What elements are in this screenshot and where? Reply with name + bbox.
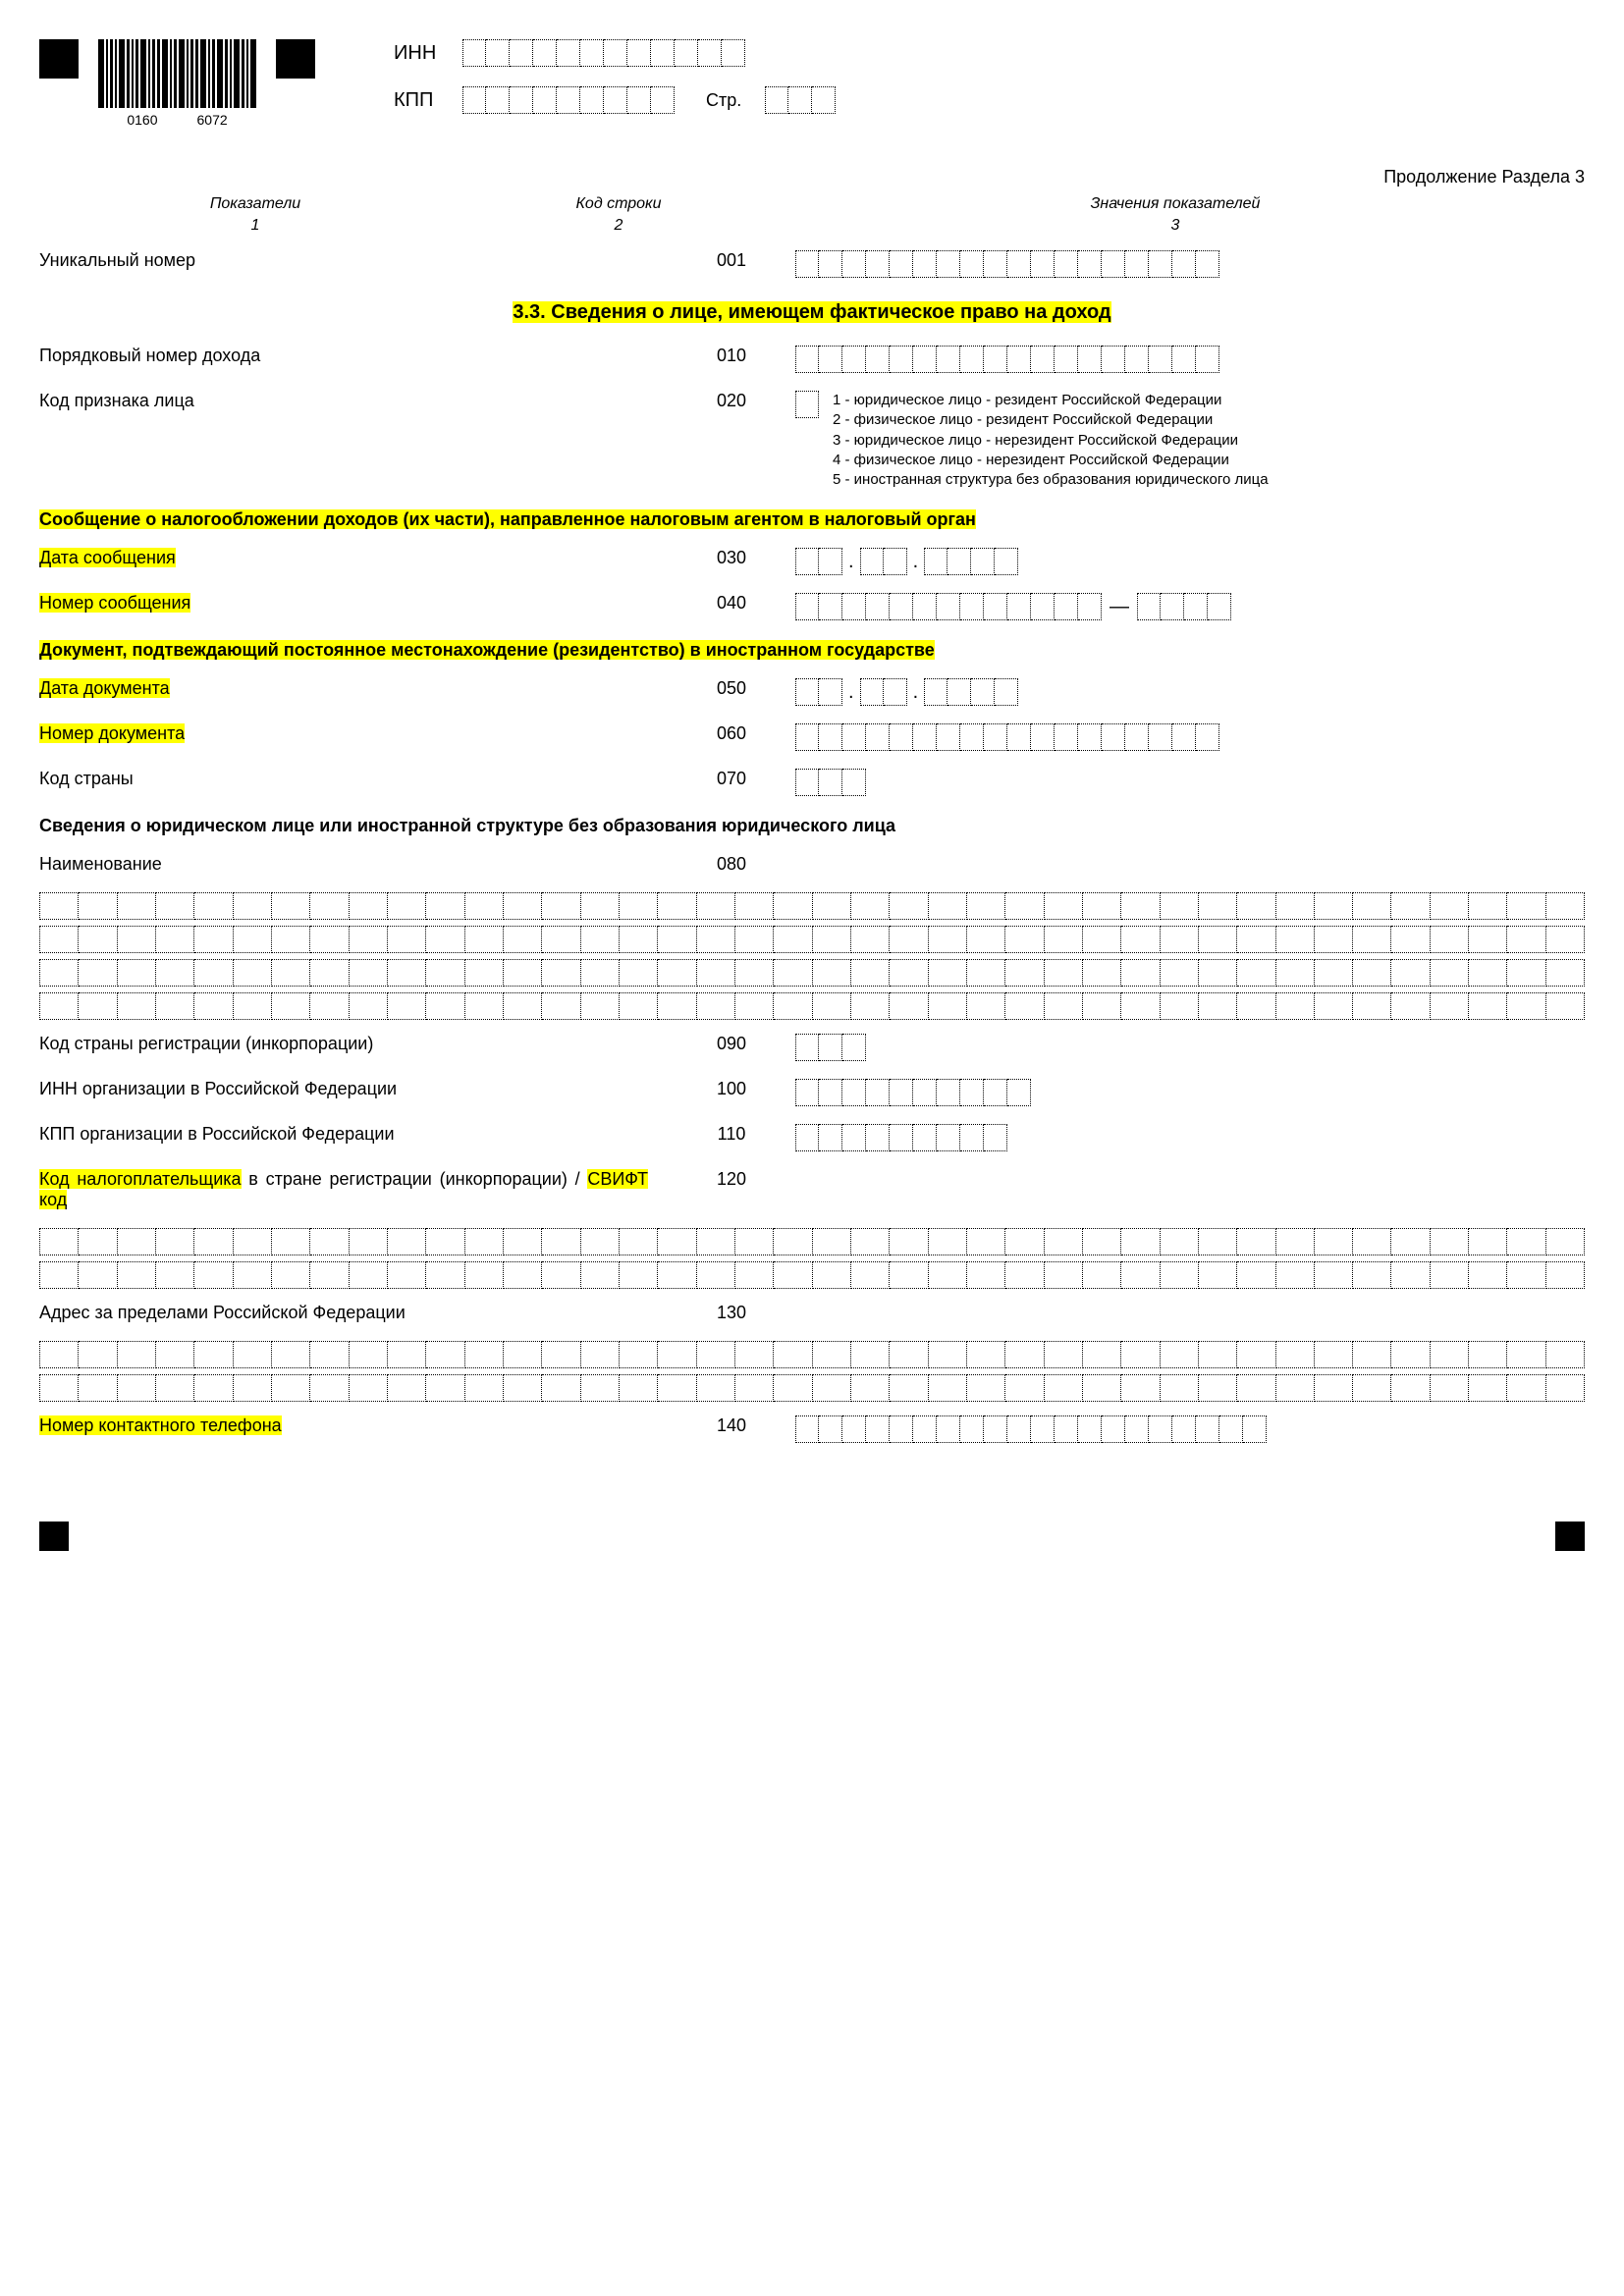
col-num-1: 1 xyxy=(39,217,471,235)
subsection-1: Сообщение о налогообложении доходов (их … xyxy=(39,509,1585,530)
col-num-2: 2 xyxy=(471,217,766,235)
legend-3: 3 - юридическое лицо - нерезидент Россий… xyxy=(833,431,1269,451)
col-header-1: Показатели xyxy=(39,195,471,213)
row-090: Код страны регистрации (инкорпорации) 09… xyxy=(39,1034,1585,1061)
col-header-3: Значения показателей xyxy=(766,195,1585,213)
top-corner-marker xyxy=(39,39,79,79)
row-080-label: Наименование xyxy=(39,854,668,875)
row-030: Дата сообщения 030 . . xyxy=(39,548,1585,575)
row-020-cells[interactable] xyxy=(795,391,819,418)
row-080-code: 080 xyxy=(668,854,795,875)
legend-4: 4 - физическое лицо - нерезидент Российс… xyxy=(833,451,1269,470)
row-110: КПП организации в Российской Федерации 1… xyxy=(39,1124,1585,1151)
barcode-num-2: 6072 xyxy=(197,112,228,128)
barcode-block: 0160 6072 xyxy=(98,39,256,128)
kpp-field: КПП Стр. xyxy=(394,86,836,114)
subsection-2: Документ, подтвеждающий постоянное место… xyxy=(39,640,1585,661)
kpp-cells[interactable] xyxy=(462,86,675,114)
bottom-markers xyxy=(39,1522,1585,1551)
row-100-code: 100 xyxy=(668,1079,795,1099)
str-cells[interactable] xyxy=(765,86,836,114)
row-130-code: 130 xyxy=(668,1303,795,1323)
row-040: Номер сообщения 040 — xyxy=(39,593,1585,620)
row-001-cells[interactable] xyxy=(795,250,1219,278)
legend-1: 1 - юридическое лицо - резидент Российск… xyxy=(833,391,1269,410)
col-num-3: 3 xyxy=(766,217,1585,235)
row-130: Адрес за пределами Российской Федерации … xyxy=(39,1303,1585,1323)
continuation-label: Продолжение Раздела 3 xyxy=(39,167,1585,187)
row-040-value[interactable]: — xyxy=(795,593,1585,620)
row-120-grid[interactable] xyxy=(39,1228,1585,1289)
row-100: ИНН организации в Российской Федерации 1… xyxy=(39,1079,1585,1106)
inn-cells[interactable] xyxy=(462,39,745,67)
row-030-code: 030 xyxy=(668,548,795,568)
row-140-label: Номер контактного телефона xyxy=(39,1415,282,1435)
row-090-label: Код страны регистрации (инкорпорации) xyxy=(39,1034,668,1054)
str-label: Стр. xyxy=(706,90,741,111)
row-090-code: 090 xyxy=(668,1034,795,1054)
row-030-label: Дата сообщения xyxy=(39,548,176,567)
header-area: 0160 6072 ИНН КПП Стр. xyxy=(39,39,1585,128)
barcode-icon xyxy=(98,39,256,108)
row-040-code: 040 xyxy=(668,593,795,614)
row-020: Код признака лица 020 1 - юридическое ли… xyxy=(39,391,1585,490)
row-030-value[interactable]: . . xyxy=(795,548,1585,575)
row-140-cells[interactable] xyxy=(795,1415,1267,1443)
top-corner-marker-2 xyxy=(276,39,315,79)
row-130-grid[interactable] xyxy=(39,1341,1585,1402)
row-110-code: 110 xyxy=(668,1124,795,1145)
row-120: Код налогоплательщика в стране регистрац… xyxy=(39,1169,1585,1210)
row-080: Наименование 080 xyxy=(39,854,1585,875)
row-140-code: 140 xyxy=(668,1415,795,1436)
row-070: Код страны 070 xyxy=(39,769,1585,796)
row-010-label: Порядковый номер дохода xyxy=(39,346,668,366)
row-100-label: ИНН организации в Российской Федерации xyxy=(39,1079,668,1099)
col-header-2: Код строки xyxy=(471,195,766,213)
legend-020: 1 - юридическое лицо - резидент Российск… xyxy=(833,391,1269,490)
row-001-label: Уникальный номер xyxy=(39,250,668,271)
row-040-label: Номер сообщения xyxy=(39,593,190,613)
subsection-3: Сведения о юридическом лице или иностран… xyxy=(39,816,1585,836)
column-headers: Показатели Код строки Значения показател… xyxy=(39,195,1585,213)
row-120-label: Код налогоплательщика в стране регистрац… xyxy=(39,1169,668,1210)
row-140: Номер контактного телефона 140 xyxy=(39,1415,1585,1443)
row-001: Уникальный номер 001 xyxy=(39,250,1585,278)
legend-2: 2 - физическое лицо - резидент Российско… xyxy=(833,410,1269,430)
row-060-label: Номер документа xyxy=(39,723,185,743)
row-050-code: 050 xyxy=(668,678,795,699)
row-120-code: 120 xyxy=(668,1169,795,1190)
row-020-label: Код признака лица xyxy=(39,391,668,411)
section-title: 3.3. Сведения о лице, имеющем фактическо… xyxy=(39,301,1585,324)
row-100-cells[interactable] xyxy=(795,1079,1031,1106)
inn-field: ИНН xyxy=(394,39,836,67)
bottom-marker-right xyxy=(1555,1522,1585,1551)
row-001-code: 001 xyxy=(668,250,795,271)
row-050-value[interactable]: . . xyxy=(795,678,1585,706)
row-050-label: Дата документа xyxy=(39,678,170,698)
row-050: Дата документа 050 . . xyxy=(39,678,1585,706)
kpp-label: КПП xyxy=(394,89,449,112)
legend-5: 5 - иностранная структура без образовани… xyxy=(833,470,1269,490)
barcode-num-1: 0160 xyxy=(127,112,157,128)
inn-label: ИНН xyxy=(394,42,449,65)
row-010: Порядковый номер дохода 010 xyxy=(39,346,1585,373)
row-070-cells[interactable] xyxy=(795,769,866,796)
row-070-code: 070 xyxy=(668,769,795,789)
row-010-cells[interactable] xyxy=(795,346,1219,373)
row-080-grid[interactable] xyxy=(39,892,1585,1020)
row-070-label: Код страны xyxy=(39,769,668,789)
row-110-label: КПП организации в Российской Федерации xyxy=(39,1124,668,1145)
column-numbers: 1 2 3 xyxy=(39,217,1585,235)
row-020-code: 020 xyxy=(668,391,795,411)
bottom-marker-left xyxy=(39,1522,69,1551)
row-060: Номер документа 060 xyxy=(39,723,1585,751)
row-060-code: 060 xyxy=(668,723,795,744)
row-110-cells[interactable] xyxy=(795,1124,1007,1151)
row-090-cells[interactable] xyxy=(795,1034,866,1061)
row-060-cells[interactable] xyxy=(795,723,1219,751)
row-130-label: Адрес за пределами Российской Федерации xyxy=(39,1303,668,1323)
row-010-code: 010 xyxy=(668,346,795,366)
